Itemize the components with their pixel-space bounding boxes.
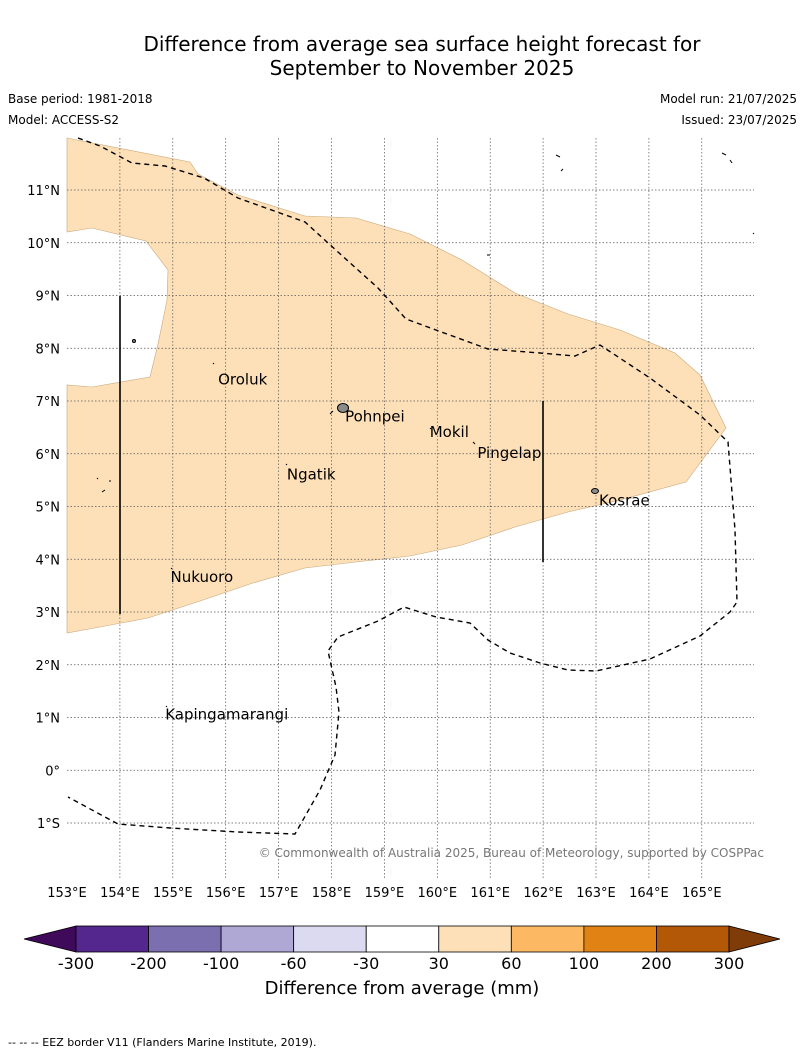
place-label: Kosrae <box>599 492 650 510</box>
latitude-label: 9°N <box>36 290 61 305</box>
place-label: Pingelap <box>477 444 541 462</box>
colorbar-bin <box>583 925 657 953</box>
longitude-label: 161°E <box>470 886 510 901</box>
colorbar <box>23 925 781 953</box>
colorbar-bin <box>148 925 222 953</box>
colorbar-tick-label: -30 <box>353 954 379 973</box>
issued-date: Issued: 23/07/2025 <box>681 113 797 127</box>
colorbar-tick-label: 30 <box>429 954 449 973</box>
longitude-label: 160°E <box>418 886 458 901</box>
longitude-label: 162°E <box>523 886 563 901</box>
longitude-label: 155°E <box>153 886 193 901</box>
latitude-label: 11°N <box>27 184 60 199</box>
colorbar-tick-label: 200 <box>641 954 672 973</box>
latitude-label: 8°N <box>36 342 61 357</box>
latitude-label: 6°N <box>36 448 61 463</box>
colorbar-tick-label: 300 <box>714 954 745 973</box>
colorbar-tick-labels: -300 -200 -100 -60 -30 30 60 100 200 300 <box>58 954 744 973</box>
colorbar-tick-label: -60 <box>281 954 307 973</box>
colorbar-bin <box>75 925 149 953</box>
title-line-1: Difference from average sea surface heig… <box>143 32 701 56</box>
islet <box>132 339 136 343</box>
place-label: Mokil <box>430 423 469 441</box>
place-label: Ngatik <box>287 465 336 483</box>
latitude-label: 3°N <box>36 606 61 621</box>
colorbar-bin <box>365 925 440 953</box>
latitude-label: 2°N <box>36 659 61 674</box>
place-label: Kapingamarangi <box>165 705 288 723</box>
model-name: Model: ACCESS-S2 <box>8 113 120 127</box>
longitude-label: 164°E <box>629 886 669 901</box>
islands <box>132 339 599 494</box>
colorbar-title: Difference from average (mm) <box>264 978 540 999</box>
longitude-label: 154°E <box>100 886 140 901</box>
latitude-label: 10°N <box>27 237 60 252</box>
colorbar-tick-label: 100 <box>569 954 600 973</box>
longitude-labels: 153°E 154°E 155°E 156°E 157°E 158°E 159°E 160°E… <box>47 886 721 901</box>
eez-border <box>67 137 738 835</box>
kosrae-island <box>591 488 599 494</box>
place-labels: Oroluk Pohnpei Mokil Pingelap Ngatik Kosrae Nu… <box>165 370 649 723</box>
longitude-label: 156°E <box>206 886 246 901</box>
model-run: Model run: 21/07/2025 <box>659 92 797 106</box>
anomaly-region-30-60 <box>66 137 727 634</box>
colorbar-tick-label: -100 <box>203 954 239 973</box>
latitude-labels: 11°N 10°N 9°N 8°N 7°N 6°N 5°N 4°N 3°N 2°N 1°N 0° 1°S <box>27 184 60 832</box>
graticule <box>67 138 754 880</box>
title-line-2: September to November 2025 <box>269 56 575 80</box>
pohnpei-island <box>337 403 349 413</box>
colorbar-extend-high <box>728 925 781 953</box>
place-label: Nukuoro <box>171 568 234 586</box>
colorbar-bin <box>220 925 295 953</box>
place-label: Pohnpei <box>345 407 405 425</box>
colorbar-bin <box>438 925 512 953</box>
colorbar-bin <box>656 925 730 953</box>
colorbar-tick-label: -300 <box>58 954 94 973</box>
colorbar-tick-label: 60 <box>501 954 521 973</box>
colorbar-extend-low <box>23 925 77 953</box>
chart-title: Difference from average sea surface heig… <box>0 32 804 80</box>
latitude-label: 1°S <box>37 817 60 832</box>
longitude-label: 158°E <box>312 886 352 901</box>
islet-dots <box>96 152 755 708</box>
place-label: Oroluk <box>218 370 267 388</box>
colorbar-bin <box>510 925 585 953</box>
latitude-label: 7°N <box>36 395 61 410</box>
longitude-label: 159°E <box>365 886 405 901</box>
latitude-label: 5°N <box>36 501 61 516</box>
eez-footnote: -- -- -- EEZ border V11 (Flanders Marine… <box>8 1036 317 1049</box>
colorbar-bin <box>293 925 367 953</box>
base-period: Base period: 1981-2018 <box>8 92 153 106</box>
longitude-label: 165°E <box>682 886 722 901</box>
latitude-label: 4°N <box>36 553 61 568</box>
copyright-notice: © Commonwealth of Australia 2025, Bureau… <box>259 846 764 860</box>
latitude-label: 1°N <box>36 712 61 727</box>
longitude-label: 163°E <box>576 886 616 901</box>
colorbar-tick-label: -200 <box>130 954 166 973</box>
latitude-label: 0° <box>45 764 60 779</box>
longitude-label: 153°E <box>47 886 87 901</box>
longitude-label: 157°E <box>259 886 299 901</box>
